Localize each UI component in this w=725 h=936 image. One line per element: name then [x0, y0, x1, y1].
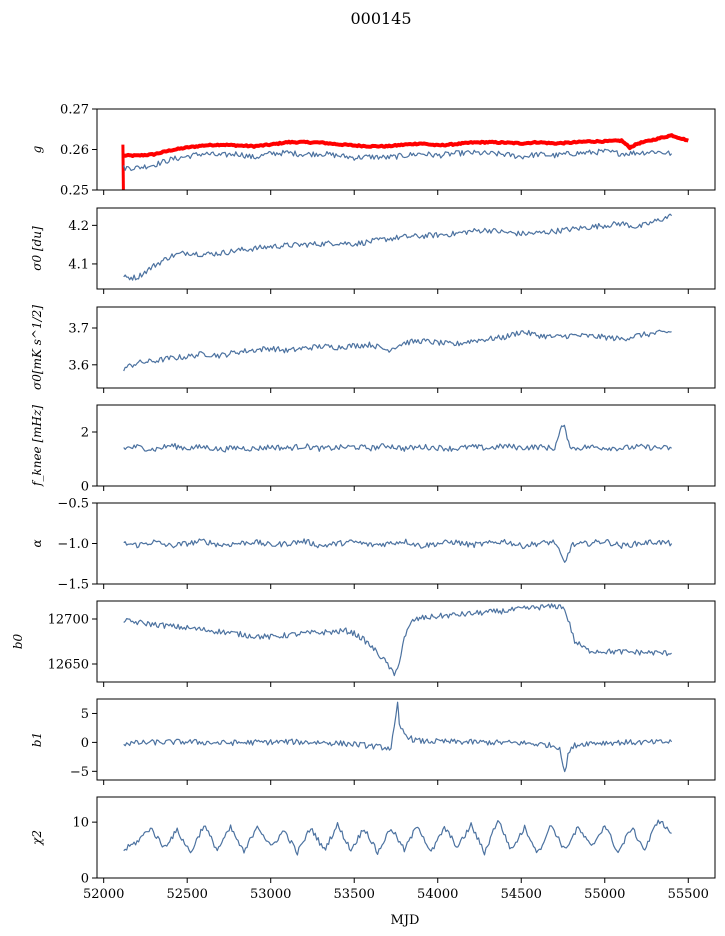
panel-3-y-axis-label: σ0[mK s^1/2]	[30, 305, 44, 390]
y-tick-label: 3.6	[68, 358, 89, 373]
y-tick-label: 0.27	[60, 103, 89, 118]
panel-6-y-axis-label: b0	[11, 633, 25, 649]
panel-series-group	[123, 213, 673, 281]
y-tick-label: 2	[81, 426, 89, 441]
panel-series-group	[123, 538, 673, 563]
panel-1-series-reference	[123, 133, 689, 158]
y-tick-label: 0	[81, 480, 89, 495]
panel-series-group	[123, 424, 672, 453]
x-tick-label: 53000	[250, 887, 291, 902]
panel-8-series-line	[123, 819, 672, 856]
panel-7-y-axis-label: b1	[30, 732, 44, 747]
panel-8: 52000 52500 53000 53500 54000 54500 55000 55500…	[30, 796, 716, 902]
panel-3: 3.6 3.7 σ0[mK s^1/2]	[30, 305, 716, 393]
panel-4-y-axis-label: f_knee [mHz]	[30, 405, 44, 487]
panel-7-frame	[96, 698, 716, 781]
panel-4-frame	[96, 404, 716, 487]
y-tick-label: 5	[81, 707, 89, 722]
panel-3-frame	[96, 306, 716, 389]
panel-series-group	[123, 701, 673, 773]
y-tick-label: 0.25	[60, 184, 89, 199]
panel-series-group	[121, 133, 689, 190]
panel-7-series-line	[123, 701, 673, 773]
y-tick-label: 10	[72, 816, 89, 831]
y-tick-label: 0.26	[60, 143, 89, 158]
x-tick-label: 53500	[334, 887, 375, 902]
y-tick-label: −1.0	[57, 537, 89, 552]
y-tick-label: −0.5	[57, 497, 89, 512]
panel-1-series-line	[123, 148, 673, 172]
y-tick-label: 12700	[48, 613, 89, 628]
y-tick-label: 4.1	[68, 257, 89, 272]
panel-8-y-axis-label: χ2	[30, 830, 44, 846]
panel-6-series-line	[123, 603, 672, 677]
y-tick-label: 0	[81, 872, 89, 887]
panel-6: 12650 12700 b0	[11, 600, 716, 687]
panel-6-frame	[96, 600, 716, 683]
panel-4-series-line	[123, 424, 672, 453]
panel-series-group	[123, 603, 672, 677]
x-tick-label: 55500	[668, 887, 709, 902]
y-tick-label: 4.2	[68, 219, 89, 234]
figure-title: 000145	[350, 9, 411, 28]
x-tick-label: 52500	[167, 887, 208, 902]
panel-3-series-line	[123, 329, 672, 372]
panel-2: 4.1 4.2 σ0 [du]	[30, 207, 716, 294]
panel-2-y-axis-label: σ0 [du]	[30, 226, 44, 271]
panel-2-series-line	[123, 213, 673, 281]
panel-5-series-line	[123, 538, 673, 563]
y-tick-label: −5	[70, 765, 89, 780]
panel-series-group	[123, 819, 672, 856]
x-axis-label: MJD	[391, 913, 420, 928]
panel-5-y-axis-label: α	[30, 539, 44, 547]
y-tick-label: 3.7	[68, 321, 89, 336]
x-tick-label: 54000	[417, 887, 458, 902]
panels: 0.25 0.26 0.27 g 4.1 4.2 σ0 [du] 3.6 3.7 σ0[mK s^…	[11, 103, 716, 902]
y-tick-label: −1.5	[57, 578, 89, 593]
x-tick-label: 54500	[501, 887, 542, 902]
panel-series-group	[123, 329, 672, 372]
panel-4: 0 2 f_knee [mHz]	[30, 404, 716, 495]
x-tick-label: 52000	[83, 887, 124, 902]
panel-7: −5 0 5 b1	[30, 698, 716, 785]
panel-1: 0.25 0.26 0.27 g	[30, 103, 716, 199]
x-tick-label: 55000	[584, 887, 625, 902]
panel-5: −1.5 −1.0 −0.5 α	[30, 497, 716, 593]
y-tick-label: 12650	[48, 658, 89, 673]
panel-2-frame	[96, 207, 716, 290]
y-tick-label: 0	[81, 736, 89, 751]
panel-1-reference-spike	[121, 144, 125, 190]
panel-8-frame	[96, 796, 716, 879]
panel-1-y-axis-label: g	[30, 145, 44, 153]
